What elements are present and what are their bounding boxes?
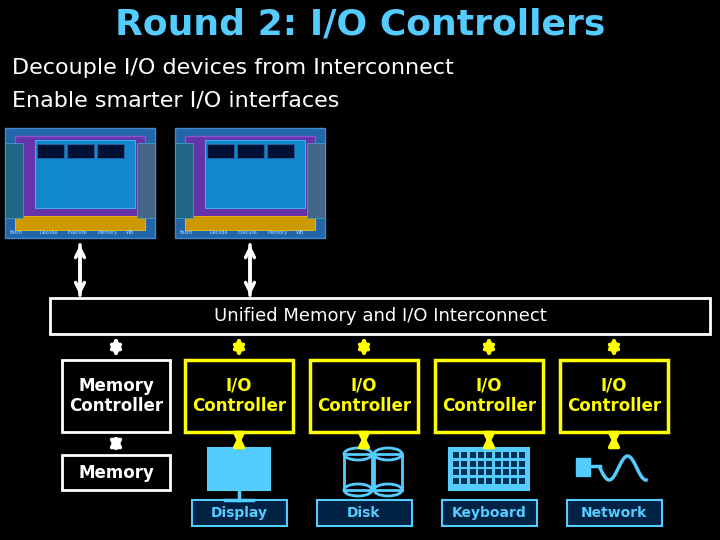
Text: Network: Network <box>581 506 647 520</box>
Text: Keyboard: Keyboard <box>451 506 526 520</box>
Bar <box>15 216 145 230</box>
Text: Round 2: I/O Controllers: Round 2: I/O Controllers <box>114 8 606 42</box>
Bar <box>462 469 467 475</box>
Bar <box>478 452 484 458</box>
Text: Unified Memory and I/O Interconnect: Unified Memory and I/O Interconnect <box>214 307 546 325</box>
Bar <box>462 477 467 483</box>
Bar <box>567 500 662 526</box>
Text: Memory: Memory <box>97 230 117 235</box>
Bar <box>175 143 193 218</box>
Bar <box>462 452 467 458</box>
Bar <box>453 461 459 467</box>
Bar <box>495 461 500 467</box>
Text: I/O
Controller: I/O Controller <box>442 376 536 415</box>
Bar <box>15 136 145 228</box>
Text: I/O
Controller: I/O Controller <box>567 376 661 415</box>
Bar <box>503 461 509 467</box>
Bar <box>453 477 459 483</box>
Bar <box>441 500 536 526</box>
Text: Memory
Controller: Memory Controller <box>69 376 163 415</box>
Bar <box>560 360 668 432</box>
Bar <box>511 461 517 467</box>
Bar <box>469 461 476 467</box>
Text: WB: WB <box>296 230 305 235</box>
Bar <box>37 144 64 158</box>
Text: WB: WB <box>126 230 134 235</box>
Bar <box>185 360 293 432</box>
Bar <box>449 448 529 490</box>
Bar <box>486 461 492 467</box>
Bar <box>62 455 170 490</box>
Text: Execute: Execute <box>238 230 258 235</box>
Bar <box>511 477 517 483</box>
Bar <box>469 469 476 475</box>
Bar <box>207 144 234 158</box>
Text: Decouple I/O devices from Interconnect: Decouple I/O devices from Interconnect <box>12 58 454 78</box>
Text: Decode: Decode <box>209 230 228 235</box>
Bar <box>511 469 517 475</box>
Text: Enable smarter I/O interfaces: Enable smarter I/O interfaces <box>12 90 339 110</box>
Text: Fetch: Fetch <box>180 230 193 235</box>
Bar <box>519 477 526 483</box>
Bar <box>486 452 492 458</box>
Bar <box>67 144 94 158</box>
Text: Display: Display <box>210 506 268 520</box>
Bar <box>486 477 492 483</box>
Bar <box>137 143 155 218</box>
Bar <box>478 461 484 467</box>
Bar <box>374 454 402 490</box>
Text: Decode: Decode <box>39 230 58 235</box>
Bar <box>503 469 509 475</box>
Bar <box>478 477 484 483</box>
Bar <box>62 360 170 432</box>
Bar <box>192 500 287 526</box>
Bar <box>469 452 476 458</box>
Text: Execute: Execute <box>68 230 88 235</box>
Bar <box>495 477 500 483</box>
Bar <box>205 140 305 208</box>
Bar <box>5 128 155 238</box>
Bar <box>453 452 459 458</box>
Bar <box>495 469 500 475</box>
Text: Memory: Memory <box>267 230 287 235</box>
Text: I/O
Controller: I/O Controller <box>317 376 411 415</box>
Bar <box>462 461 467 467</box>
Bar <box>495 452 500 458</box>
Bar <box>511 452 517 458</box>
Text: Memory: Memory <box>78 463 154 482</box>
Bar <box>267 144 294 158</box>
Bar <box>435 360 543 432</box>
Bar <box>519 461 526 467</box>
Bar <box>5 143 23 218</box>
Text: Disk: Disk <box>347 506 381 520</box>
Bar <box>453 469 459 475</box>
Bar <box>317 500 412 526</box>
Bar <box>185 216 315 230</box>
Bar <box>50 298 710 334</box>
Bar <box>486 469 492 475</box>
Text: I/O
Controller: I/O Controller <box>192 376 286 415</box>
Bar <box>35 140 135 208</box>
Bar <box>503 477 509 483</box>
Bar <box>310 360 418 432</box>
Bar <box>576 458 590 476</box>
Bar <box>478 469 484 475</box>
Bar <box>185 136 315 228</box>
Text: Fetch: Fetch <box>10 230 23 235</box>
Bar <box>97 144 124 158</box>
Bar <box>208 448 270 490</box>
Bar <box>307 143 325 218</box>
Bar <box>469 477 476 483</box>
Bar <box>237 144 264 158</box>
Bar <box>344 454 372 490</box>
Bar <box>175 128 325 238</box>
Bar <box>503 452 509 458</box>
Bar <box>519 469 526 475</box>
Bar <box>519 452 526 458</box>
